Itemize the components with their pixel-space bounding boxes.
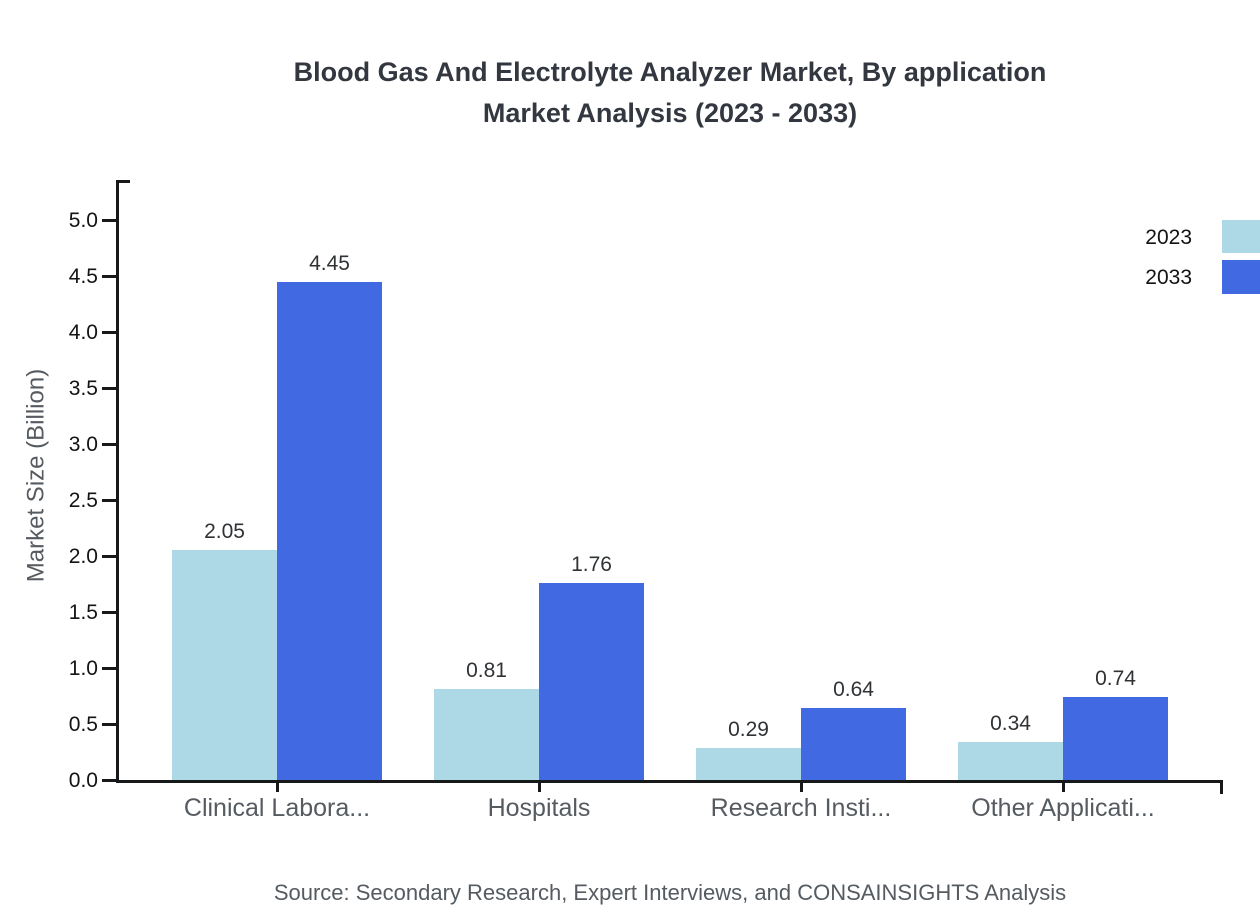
legend-label-2023: 2023: [1145, 226, 1192, 249]
bar-2023: [434, 689, 539, 780]
y-tick-mark: [102, 275, 116, 278]
chart-title: Blood Gas And Electrolyte Analyzer Marke…: [80, 52, 1260, 134]
x-tick-mark: [276, 780, 279, 792]
y-tick-mark: [102, 219, 116, 222]
y-tick-label: 3.5: [68, 377, 98, 400]
y-axis-title: Market Size (Billion): [22, 368, 50, 583]
y-tick-label: 3.0: [68, 433, 98, 456]
y-tick-mark: [102, 499, 116, 502]
bar-value-label: 0.34: [990, 712, 1031, 735]
y-tick-mark: [102, 723, 116, 726]
bar-value-label: 0.74: [1095, 667, 1136, 690]
x-axis-line: [116, 780, 1223, 783]
bar-value-label: 0.81: [466, 659, 507, 682]
bar-value-label: 0.29: [728, 718, 769, 741]
y-tick-mark: [102, 611, 116, 614]
bar-2023: [696, 748, 801, 780]
y-tick-label: 4.5: [68, 265, 98, 288]
y-tick-mark: [102, 779, 116, 782]
bar-2023: [172, 550, 277, 780]
x-tick-mark: [538, 780, 541, 792]
y-axis-line: [116, 180, 119, 783]
chart-title-line1: Blood Gas And Electrolyte Analyzer Marke…: [293, 57, 1047, 87]
y-tick-label: 0.5: [68, 713, 98, 736]
y-tick-label: 2.0: [68, 545, 98, 568]
x-category-label: Other Applicati...: [971, 794, 1155, 822]
x-axis-end-cap: [1220, 780, 1223, 794]
x-category-label: Hospitals: [487, 794, 591, 822]
source-attribution: Source: Secondary Research, Expert Inter…: [273, 880, 1067, 905]
y-tick-label: 5.0: [68, 209, 98, 232]
bar-value-label: 0.64: [833, 678, 874, 701]
legend-swatch-2023: [1222, 220, 1260, 253]
bar-2033: [801, 708, 906, 780]
y-tick-mark: [102, 667, 116, 670]
y-tick-label: 2.5: [68, 489, 98, 512]
y-tick-mark: [102, 387, 116, 390]
x-category-label: Clinical Labora...: [183, 794, 371, 822]
y-tick-mark: [102, 443, 116, 446]
bar-value-label: 4.45: [309, 252, 350, 275]
y-tick-mark: [102, 331, 116, 334]
y-tick-label: 1.0: [68, 657, 98, 680]
bar-2033: [1063, 697, 1168, 780]
y-tick-label: 0.0: [68, 769, 98, 792]
chart-title-line2: Market Analysis (2023 - 2033): [482, 98, 858, 128]
y-tick-label: 1.5: [68, 601, 98, 624]
y-axis-top-cap: [116, 180, 130, 183]
y-tick-mark: [102, 555, 116, 558]
x-tick-mark: [800, 780, 803, 792]
y-tick-label: 4.0: [68, 321, 98, 344]
x-tick-mark: [1062, 780, 1065, 792]
bar-2023: [958, 742, 1063, 780]
legend-swatch-2033: [1222, 260, 1260, 294]
bar-value-label: 1.76: [571, 553, 612, 576]
x-category-label: Research Insti...: [710, 794, 892, 822]
legend-label-2033: 2033: [1145, 266, 1192, 289]
bar-2033: [277, 282, 382, 780]
bar-2033: [539, 583, 644, 780]
bar-value-label: 2.05: [204, 520, 245, 543]
